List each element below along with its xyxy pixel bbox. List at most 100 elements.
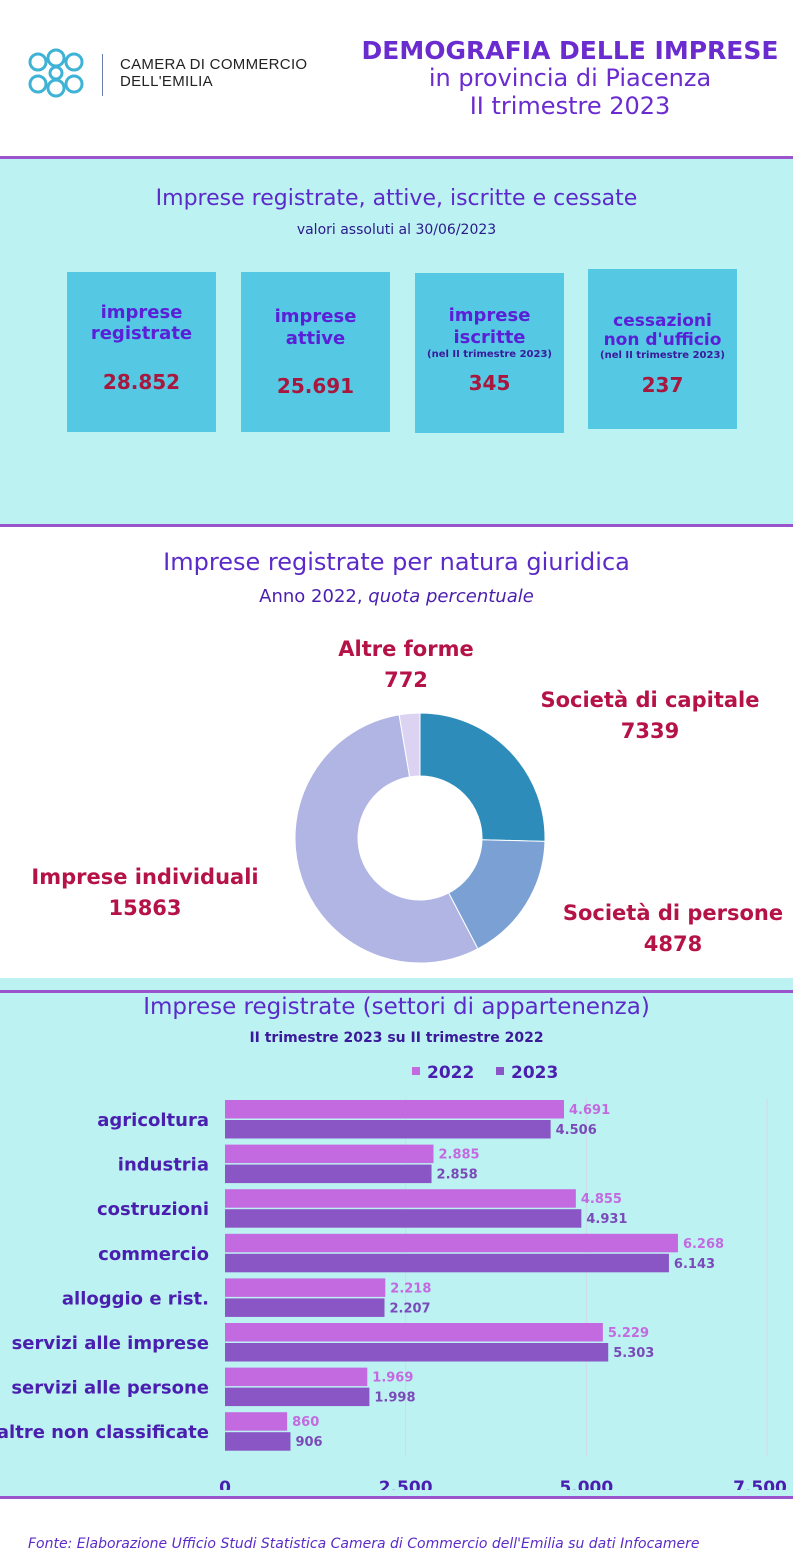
card-label: imprese [448, 305, 531, 326]
page-title: DEMOGRAFIA DELLE IMPRESE [361, 36, 779, 65]
donut-label-value: 15863 [108, 896, 182, 920]
donut-label-name: Società di persone [562, 901, 784, 925]
card-active-firms: imprese attive 25.691 [241, 272, 390, 432]
bar-2023 [225, 1298, 385, 1317]
donut-label-imprese-individuali: Imprese individuali 15863 [20, 865, 270, 920]
legend-swatch-2022 [412, 1067, 420, 1075]
card-value: 28.852 [102, 370, 181, 394]
bar-2022 [225, 1189, 576, 1208]
bar-2022 [225, 1278, 386, 1297]
category-label: industria [118, 1155, 209, 1176]
section-divider [0, 524, 793, 527]
organization-line-1: CAMERA DI COMMERCIO [120, 56, 308, 73]
sector-bar-chart: 2022 2023 agricoltura 4.691 4.506 industria 2.… [0, 1063, 787, 1490]
donut-label-societa-capitale: Società di capitale 7339 [530, 688, 770, 743]
card-note: (nel II trimestre 2023) [600, 350, 725, 361]
donut-label-societa-persone: Società di persone 4878 [548, 901, 793, 956]
legal-form-subtitle: Anno 2022, quota percentuale [0, 586, 793, 607]
card-label: registrate [90, 323, 193, 344]
x-tick-label: 0 [219, 1478, 231, 1490]
bar-value-label: 5.303 [613, 1346, 654, 1361]
slice-imprese-individuali [294, 714, 479, 964]
section-divider [0, 156, 793, 159]
section-divider [0, 990, 793, 993]
bar-2023 [225, 1432, 291, 1451]
card-label: non d'ufficio [603, 330, 722, 350]
bar-2022 [225, 1100, 565, 1119]
category-label: alloggio e rist. [62, 1288, 209, 1309]
bar-value-label: 906 [295, 1435, 322, 1450]
bar-2022 [225, 1233, 678, 1253]
bar-value-label: 2.218 [390, 1281, 431, 1296]
page-subtitle-period: II trimestre 2023 [469, 92, 671, 120]
bar-value-label: 4.691 [569, 1103, 610, 1118]
x-tick-label: 7.500 [733, 1478, 787, 1490]
bar-2022 [225, 1367, 368, 1387]
organization-line-2: DELL'EMILIA [120, 73, 213, 90]
category-label: altre non classificate [0, 1422, 209, 1443]
card-value: 237 [641, 373, 684, 397]
summary-subtitle: valori assoluti al 30/06/2023 [296, 222, 497, 238]
card-note: (nel II trimestre 2023) [427, 349, 552, 360]
slice-societa-capitale [419, 712, 546, 842]
donut-label-name: Imprese individuali [31, 865, 259, 889]
donut-label-value: 772 [384, 668, 428, 692]
card-label: iscritte [453, 327, 526, 348]
bar-2022 [225, 1323, 603, 1342]
sector-subtitle: II trimestre 2023 su II trimestre 2022 [249, 1030, 544, 1046]
sector-title: Imprese registrate (settori di appartene… [143, 994, 650, 1020]
card-label: imprese [274, 306, 357, 327]
category-label: commercio [98, 1244, 209, 1265]
donut-label-value: 7339 [620, 719, 680, 743]
legal-form-subtitle-year: Anno 2022, [259, 586, 369, 607]
donut-label-value: 4878 [643, 932, 703, 956]
bar-2023 [225, 1164, 432, 1184]
section-divider [0, 1496, 793, 1499]
card-registered-firms: imprese registrate 28.852 [67, 272, 216, 432]
bar-2022 [225, 1412, 288, 1431]
x-tick-label: 5.000 [559, 1478, 613, 1490]
donut-label-name: Altre forme [338, 637, 474, 661]
source-footnote: Fonte: Elaborazione Ufficio Studi Statis… [28, 1536, 700, 1552]
card-label: attive [285, 328, 346, 349]
donut-label-name: Società di capitale [540, 688, 760, 712]
category-label: servizi alle persone [11, 1378, 209, 1399]
organization-name: CAMERA DI COMMERCIO DELL'EMILIA [120, 56, 307, 90]
bar-2023 [225, 1253, 669, 1273]
card-new-firms: imprese iscritte (nel II trimestre 2023)… [415, 273, 564, 433]
bar-value-label: 1.998 [374, 1391, 415, 1406]
bar-2023 [225, 1387, 370, 1407]
bar-value-label: 4.506 [556, 1123, 597, 1138]
chamber-logo-icon [28, 48, 84, 98]
category-label: agricoltura [97, 1110, 209, 1131]
legal-form-title: Imprese registrate per natura giuridica [163, 548, 630, 576]
card-label: imprese [100, 302, 183, 323]
category-label: servizi alle imprese [12, 1333, 209, 1354]
bar-value-label: 5.229 [608, 1326, 649, 1341]
legal-form-donut-chart [294, 712, 546, 964]
bar-value-label: 2.207 [389, 1301, 430, 1316]
legend-label-2023: 2023 [511, 1063, 558, 1083]
bar-2023 [225, 1209, 582, 1228]
page-subtitle-province: in provincia di Piacenza [428, 64, 712, 92]
card-closures: cessazioni non d'ufficio (nel II trimest… [588, 269, 737, 429]
bar-value-label: 1.969 [372, 1371, 413, 1386]
bar-value-label: 4.931 [586, 1212, 627, 1227]
bar-value-label: 2.858 [437, 1168, 478, 1183]
donut-label-altre-forme: Altre forme 772 [306, 637, 506, 692]
legend-swatch-2023 [496, 1067, 504, 1075]
card-value: 25.691 [276, 374, 355, 398]
card-label: cessazioni [613, 311, 712, 331]
card-value: 345 [468, 371, 511, 395]
bar-value-label: 4.855 [581, 1192, 622, 1207]
legend-label-2022: 2022 [427, 1063, 474, 1083]
bar-2022 [225, 1144, 434, 1164]
summary-title: Imprese registrate, attive, iscritte e c… [155, 186, 638, 211]
category-label: costruzioni [97, 1199, 209, 1220]
slice-altre-forme [398, 712, 421, 778]
bar-value-label: 6.143 [674, 1257, 715, 1272]
logo-separator [102, 54, 103, 96]
bar-2023 [225, 1120, 551, 1139]
bar-value-label: 860 [292, 1415, 319, 1430]
bar-2023 [225, 1343, 609, 1362]
